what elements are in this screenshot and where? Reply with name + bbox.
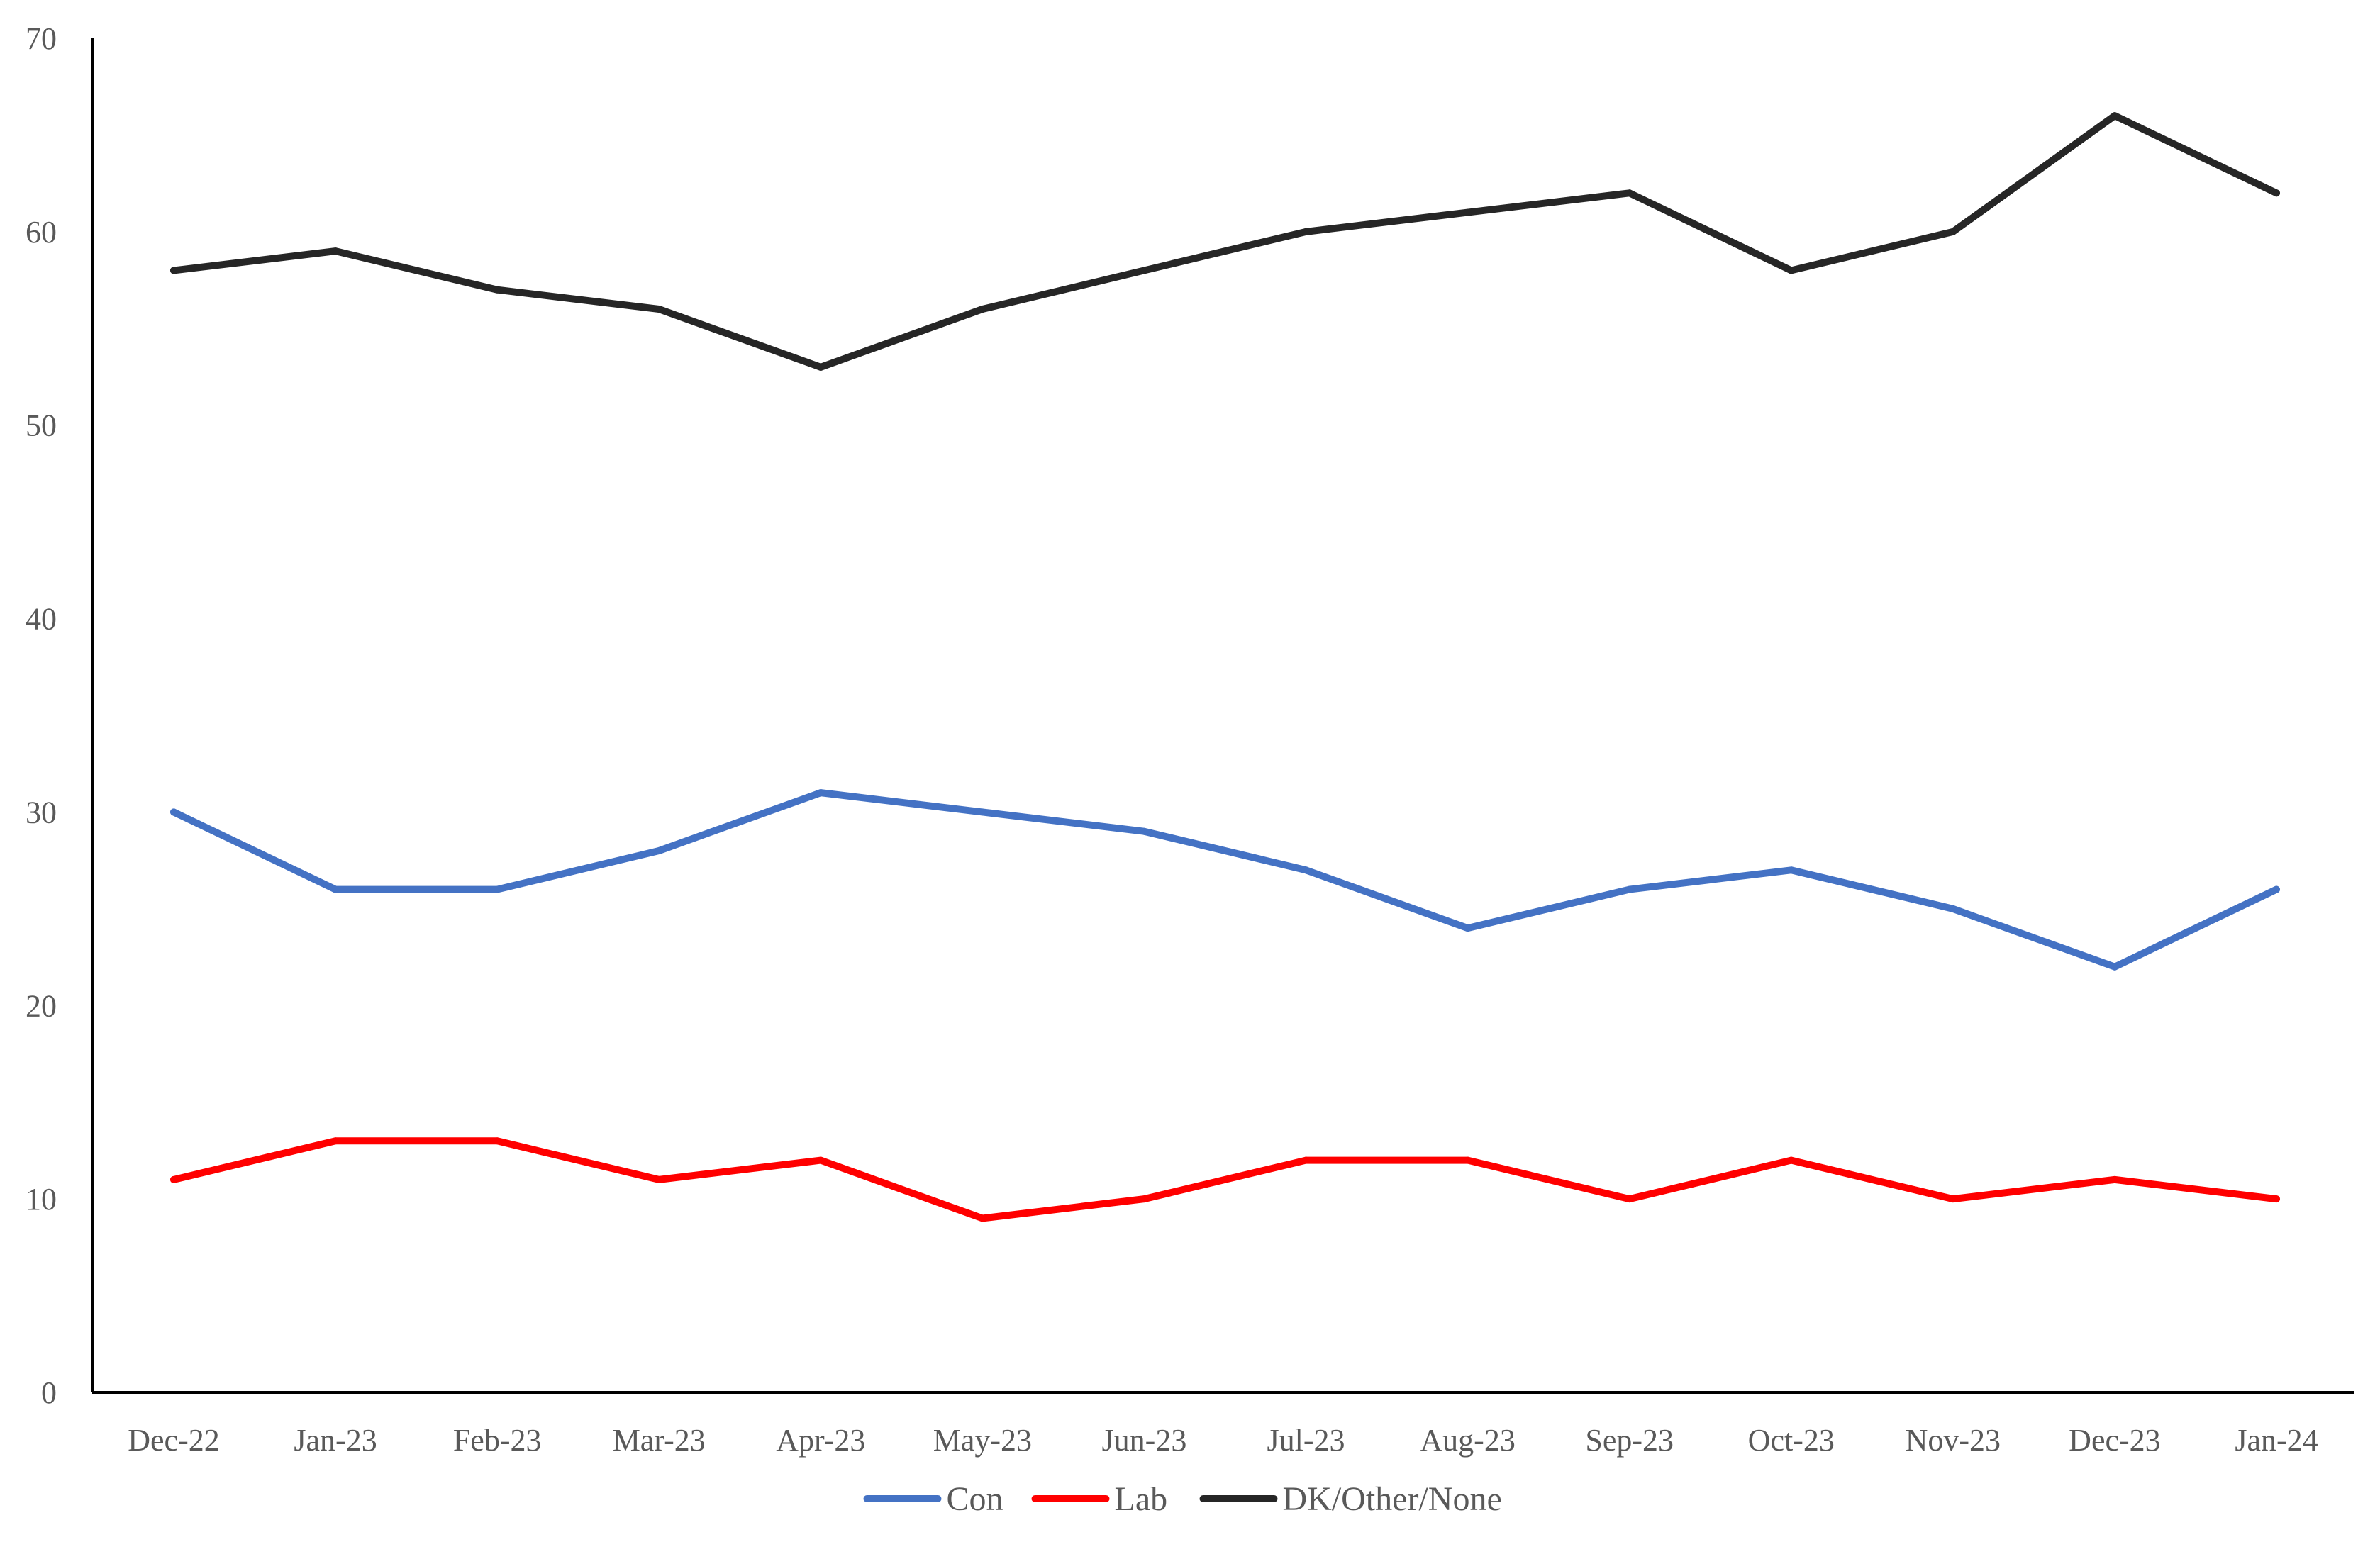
y-tick-label: 10 — [26, 1182, 57, 1217]
data-point — [2273, 885, 2280, 893]
x-tick-label: Jun-23 — [1102, 1423, 1187, 1458]
y-tick-label: 0 — [41, 1375, 57, 1410]
data-point — [170, 808, 177, 816]
data-point — [655, 1175, 663, 1183]
x-tick-label: Feb-23 — [453, 1423, 542, 1458]
data-point — [1787, 866, 1795, 874]
data-point — [1140, 267, 1148, 274]
data-point — [332, 885, 340, 893]
axes: 0 10 20 30 40 50 60 70 Dec-22 Jan-23 Feb-23 Mar-23 A… — [26, 21, 2354, 1458]
data-point — [1787, 1156, 1795, 1164]
data-point — [170, 1175, 177, 1183]
data-point — [979, 1214, 986, 1222]
data-point — [1302, 228, 1310, 235]
data-point — [817, 789, 825, 797]
x-tick-label: Dec-23 — [2069, 1423, 2161, 1458]
x-tick-label: Jan-23 — [294, 1423, 377, 1458]
data-point — [2273, 189, 2280, 197]
data-point — [1464, 1156, 1472, 1164]
data-point — [332, 247, 340, 255]
data-point — [1949, 1195, 1957, 1203]
data-point — [1625, 1195, 1633, 1203]
data-point — [2273, 1195, 2280, 1203]
data-point — [494, 885, 501, 893]
data-point — [979, 306, 986, 313]
x-tick-label: Mar-23 — [613, 1423, 706, 1458]
legend: Con Lab DK/Other/None — [863, 1480, 1502, 1518]
data-point — [1625, 189, 1633, 197]
legend-label-dk-other-none: DK/Other/None — [1283, 1480, 1502, 1518]
data-point — [817, 1156, 825, 1164]
data-point — [655, 306, 663, 313]
x-tick-label: Apr-23 — [776, 1423, 865, 1458]
y-tick-label: 50 — [26, 408, 57, 443]
data-point — [1140, 1195, 1148, 1203]
data-point — [1625, 885, 1633, 893]
y-tick-label: 40 — [26, 602, 57, 637]
data-point — [1949, 905, 1957, 912]
data-point — [1464, 924, 1472, 932]
data-point — [494, 286, 501, 294]
x-tick-label: Jan-24 — [2235, 1423, 2318, 1458]
data-point — [979, 808, 986, 816]
y-tick-label: 70 — [26, 21, 57, 56]
data-point — [1140, 827, 1148, 835]
series-lines — [170, 112, 2280, 1222]
y-tick-label: 30 — [26, 795, 57, 829]
series-line-con — [170, 789, 2280, 971]
data-point — [1464, 208, 1472, 216]
data-point — [494, 1137, 501, 1145]
x-tick-label: Aug-23 — [1420, 1423, 1515, 1458]
legend-label-con: Con — [947, 1480, 1003, 1518]
x-tick-label: Sep-23 — [1585, 1423, 1674, 1458]
data-point — [2111, 112, 2118, 120]
data-point — [655, 847, 663, 854]
data-point — [2111, 963, 2118, 971]
series-line-dk-other-none — [170, 112, 2280, 371]
data-point — [1302, 866, 1310, 874]
data-point — [332, 1137, 340, 1145]
data-point — [2111, 1175, 2118, 1183]
data-point — [170, 267, 177, 274]
data-point — [1949, 228, 1957, 235]
x-tick-label: Nov-23 — [1906, 1423, 2001, 1458]
legend-label-lab: Lab — [1115, 1480, 1168, 1518]
data-point — [1787, 267, 1795, 274]
x-tick-label: Dec-22 — [128, 1423, 220, 1458]
y-tick-label: 20 — [26, 988, 57, 1023]
x-tick-label: Oct-23 — [1748, 1423, 1835, 1458]
x-tick-label: Jul-23 — [1267, 1423, 1345, 1458]
y-tick-label: 60 — [26, 215, 57, 250]
series-line-lab — [170, 1137, 2280, 1222]
data-point — [817, 363, 825, 371]
x-tick-label: May-23 — [933, 1423, 1032, 1458]
data-point — [1302, 1156, 1310, 1164]
